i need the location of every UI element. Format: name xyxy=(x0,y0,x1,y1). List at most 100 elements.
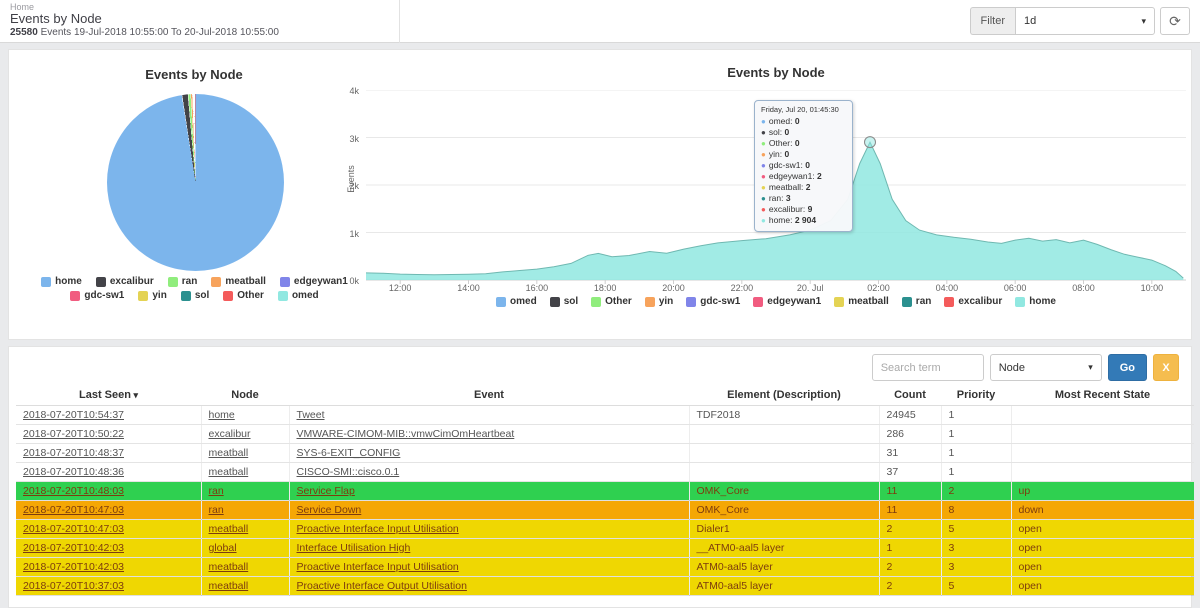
go-button[interactable]: Go xyxy=(1107,354,1147,381)
area-legend-item-omed[interactable]: omed xyxy=(496,296,537,307)
pie-legend: home excalibur ran meatball edgeywan1 gdc-sw1… xyxy=(37,276,352,301)
pie-legend-item-gdc-sw1[interactable]: gdc-sw1 xyxy=(70,290,124,301)
refresh-button[interactable]: ⟳ xyxy=(1160,7,1190,35)
cell-element xyxy=(689,462,880,482)
cell-node-link[interactable]: meatball xyxy=(208,561,249,573)
cell-element: __ATM0-aal5 layer xyxy=(689,538,880,558)
cell-node-link[interactable]: meatball xyxy=(208,466,249,478)
page-title: Events by Node xyxy=(10,11,102,26)
column-select[interactable]: Node ▾ xyxy=(989,354,1102,381)
area-legend-item-home[interactable]: home xyxy=(1015,296,1056,307)
cell-last-seen-link[interactable]: 2018-07-20T10:37:03 xyxy=(23,580,124,592)
cell-last-seen-link[interactable]: 2018-07-20T10:48:03 xyxy=(23,485,124,497)
column-header-priority[interactable]: Priority xyxy=(941,385,1011,406)
cell-node-link[interactable]: meatball xyxy=(208,447,249,459)
cell-element xyxy=(689,424,880,444)
x-tick-label: 20:00 xyxy=(662,283,685,293)
legend-label: excalibur xyxy=(109,276,154,287)
cell-node-link[interactable]: meatball xyxy=(208,580,249,592)
area-legend-item-yin[interactable]: yin xyxy=(644,296,673,307)
series-bullet-icon: ● xyxy=(761,183,766,192)
cell-node-link[interactable]: ran xyxy=(208,504,224,516)
legend-swatch xyxy=(496,296,507,307)
events-table-panel: Node ▾ Go X Last Seen ▾NodeEventElement … xyxy=(8,346,1194,608)
cell-last-seen-link[interactable]: 2018-07-20T10:42:03 xyxy=(23,542,124,554)
pie-legend-item-Other[interactable]: Other xyxy=(223,290,264,301)
x-tick-label: 22:00 xyxy=(730,283,754,293)
pie-legend-item-edgeywan1[interactable]: edgeywan1 xyxy=(279,276,348,287)
column-header-last-seen[interactable]: Last Seen ▾ xyxy=(16,385,201,406)
area-legend-item-Other[interactable]: Other xyxy=(591,296,632,307)
pie-legend-item-home[interactable]: home xyxy=(41,276,82,287)
clear-button[interactable]: X xyxy=(1153,354,1179,381)
series-bullet-icon: ● xyxy=(761,205,766,214)
area-legend-item-gdc-sw1[interactable]: gdc-sw1 xyxy=(686,296,740,307)
area-legend-item-ran[interactable]: ran xyxy=(901,296,931,307)
cell-event-link[interactable]: Interface Utilisation High xyxy=(296,542,411,554)
legend-swatch xyxy=(1015,296,1026,307)
cell-event-link[interactable]: Service Down xyxy=(296,504,362,516)
cell-element xyxy=(689,443,880,463)
pie-legend-item-sol[interactable]: sol xyxy=(180,290,209,301)
x-tick-label: 08:00 xyxy=(1072,283,1095,293)
cell-node-link[interactable]: home xyxy=(208,409,235,421)
cell-element: ATM0-aal5 layer xyxy=(689,557,880,577)
table-row: 2018-07-20T10:48:03 ran Service Flap OMK_Co… xyxy=(16,481,1194,501)
cell-last-seen: 2018-07-20T10:47:03 xyxy=(16,500,202,520)
cell-event-link[interactable]: SYS-6-EXIT_CONFIG xyxy=(296,447,401,459)
cell-node: meatball xyxy=(201,557,290,577)
tooltip-series-label: edgeywan1: xyxy=(768,171,818,181)
cell-last-seen-link[interactable]: 2018-07-20T10:50:22 xyxy=(23,428,124,440)
filter-select[interactable]: 1d ▾ xyxy=(1015,7,1155,35)
x-tick-label: 10:00 xyxy=(1140,283,1164,293)
cell-node-link[interactable]: meatball xyxy=(208,523,249,535)
cell-element: ATM0-aal5 layer xyxy=(689,576,880,596)
area-legend-item-meatball[interactable]: meatball xyxy=(834,296,889,307)
top-bar: Home Events by Node 25580 Events 19-Jul-… xyxy=(0,0,1200,43)
cell-last-seen-link[interactable]: 2018-07-20T10:48:37 xyxy=(23,447,124,459)
breadcrumb[interactable]: Home xyxy=(10,2,35,12)
refresh-icon: ⟳ xyxy=(1169,12,1181,29)
cell-last-seen-link[interactable]: 2018-07-20T10:42:03 xyxy=(23,561,124,573)
cell-node-link[interactable]: global xyxy=(208,542,237,554)
cell-event-link[interactable]: CISCO-SMI::cisco.0.1 xyxy=(296,466,400,478)
cell-last-seen-link[interactable]: 2018-07-20T10:54:37 xyxy=(23,409,124,421)
filter-group: Filter 1d ▾ ⟳ xyxy=(969,7,1190,35)
cell-node-link[interactable]: excalibur xyxy=(208,428,251,440)
tooltip-series-value: 0 xyxy=(794,138,800,148)
cell-node: global xyxy=(201,538,290,558)
column-header-event[interactable]: Event xyxy=(289,385,689,406)
column-header-node[interactable]: Node xyxy=(201,385,289,406)
legend-label: home xyxy=(55,276,82,287)
cell-last-seen-link[interactable]: 2018-07-20T10:47:03 xyxy=(23,523,124,535)
legend-swatch xyxy=(180,290,191,301)
cell-event: Proactive Interface Input Utilisation xyxy=(289,557,690,577)
cell-last-seen-link[interactable]: 2018-07-20T10:48:36 xyxy=(23,466,124,478)
search-input[interactable] xyxy=(871,354,984,381)
pie-legend-item-meatball[interactable]: meatball xyxy=(211,276,266,287)
pie-legend-item-excalibur[interactable]: excalibur xyxy=(95,276,154,287)
area-legend-item-edgeywan1[interactable]: edgeywan1 xyxy=(753,296,821,307)
cell-event-link[interactable]: Proactive Interface Input Utilisation xyxy=(296,523,459,535)
cell-event-link[interactable]: Service Flap xyxy=(296,485,355,497)
x-tick-label: 16:00 xyxy=(525,283,549,293)
pie-legend-item-ran[interactable]: ran xyxy=(167,276,197,287)
column-header-most-recent-state[interactable]: Most Recent State xyxy=(1011,385,1194,406)
pie-chart[interactable] xyxy=(107,94,284,271)
cell-last-seen-link[interactable]: 2018-07-20T10:47:03 xyxy=(23,504,124,516)
cell-count: 24945 xyxy=(879,405,942,425)
cell-node-link[interactable]: ran xyxy=(208,485,224,497)
cell-node: home xyxy=(201,405,290,425)
area-legend-item-excalibur[interactable]: excalibur xyxy=(944,296,1002,307)
pie-legend-item-yin[interactable]: yin xyxy=(138,290,167,301)
cell-event-link[interactable]: Tweet xyxy=(296,409,325,421)
cell-event-link[interactable]: VMWARE-CIMOM-MIB::vmwCimOmHeartbeat xyxy=(296,428,515,440)
tooltip-row: ● meatball: 2 xyxy=(761,182,846,193)
cell-event-link[interactable]: Proactive Interface Input Utilisation xyxy=(296,561,459,573)
charts-panel: Events by Node home excalibur ran meatball e… xyxy=(8,49,1192,340)
column-header-element-description-[interactable]: Element (Description) xyxy=(689,385,879,406)
area-legend-item-sol[interactable]: sol xyxy=(549,296,578,307)
pie-legend-item-omed[interactable]: omed xyxy=(277,290,319,301)
cell-event-link[interactable]: Proactive Interface Output Utilisation xyxy=(296,580,467,592)
column-header-count[interactable]: Count xyxy=(879,385,941,406)
